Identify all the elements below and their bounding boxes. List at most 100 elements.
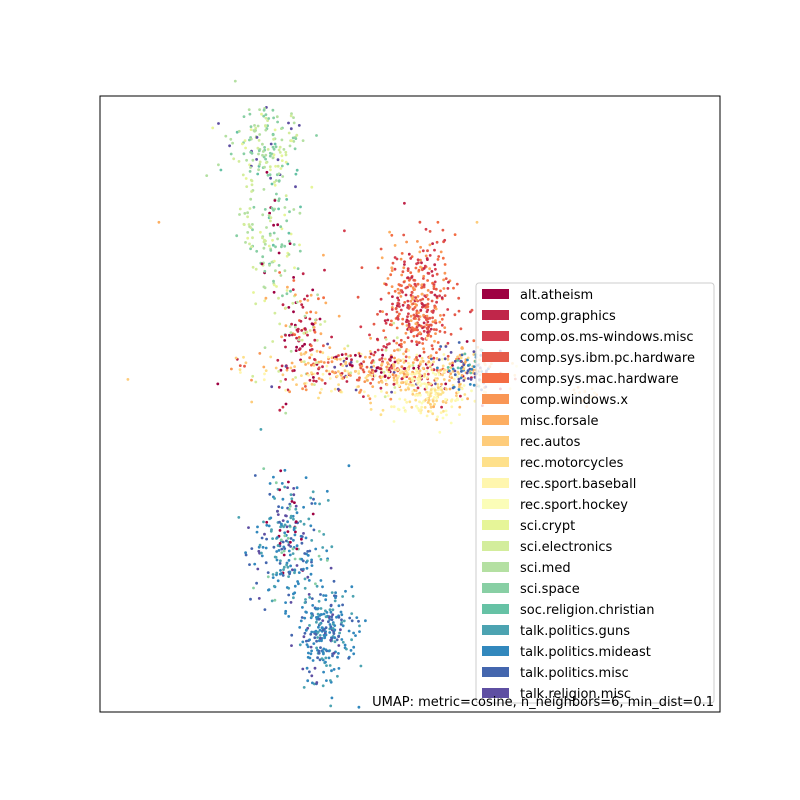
scatter-point [295,336,298,340]
scatter-point [370,365,373,369]
scatter-point [320,378,324,382]
scatter-point [362,370,366,374]
scatter-point [448,362,452,366]
legend-swatch [482,373,509,383]
scatter-point [428,267,432,271]
scatter-point [449,332,453,336]
scatter-point [402,280,406,284]
legend-label: alt.atheism [520,288,593,303]
scatter-point [302,522,306,526]
scatter-point [309,496,313,500]
scatter-point [385,368,389,372]
scatter-point [280,364,284,368]
scatter-point [436,258,440,261]
scatter-point [285,219,289,223]
scatter-point [386,318,390,322]
scatter-point [406,276,410,279]
scatter-point [321,365,324,369]
scatter-point [280,482,284,485]
scatter-point [403,367,407,370]
scatter-point [415,309,419,313]
scatter-point [466,397,469,401]
scatter-point [284,514,287,517]
legend-label: comp.sys.ibm.pc.hardware [520,351,695,366]
scatter-point [422,374,426,378]
scatter-point [469,310,472,314]
scatter-point [321,684,325,688]
scatter-point [291,514,295,518]
scatter-point [306,550,310,553]
scatter-point [305,330,309,334]
scatter-point [262,108,266,112]
scatter-point [350,619,354,623]
scatter-point [446,308,450,311]
scatter-point [313,636,317,640]
scatter-point [429,354,433,358]
scatter-point [280,551,284,554]
scatter-point [270,599,274,603]
scatter-point [252,291,255,294]
scatter-point [415,303,418,307]
scatter-point [284,612,287,615]
legend-label: comp.graphics [520,309,616,324]
scatter-point [282,553,286,557]
scatter-point [398,312,401,316]
scatter-point [157,220,161,224]
scatter-point [305,643,309,646]
scatter-point [281,519,285,522]
scatter-point [384,338,388,341]
scatter-point [333,599,337,603]
scatter-point [288,144,292,148]
scatter-point [333,365,337,369]
scatter-point [470,367,474,371]
scatter-point [415,371,419,375]
scatter-point [406,367,410,371]
scatter-point [244,553,248,557]
scatter-point [285,539,288,543]
scatter-point [344,589,347,593]
scatter-point [429,403,432,406]
scatter-point [325,549,329,553]
scatter-point [350,358,353,362]
scatter-point [264,157,267,161]
scatter-point [340,613,344,617]
scatter-point [385,383,389,387]
scatter-point [448,387,452,391]
scatter-point [337,652,340,655]
legend-swatch [482,478,509,488]
scatter-point [359,664,363,668]
scatter-point [284,160,288,164]
scatter-point [414,394,417,397]
scatter-point [469,378,473,381]
scatter-point [462,379,466,382]
scatter-point [320,657,324,660]
legend-swatch [482,520,509,530]
scatter-point [303,631,307,635]
scatter-point [265,523,269,527]
scatter-point [415,353,419,357]
scatter-point [257,149,261,153]
scatter-point [349,371,353,375]
scatter-point [245,158,249,162]
scatter-point [261,236,264,240]
scatter-point [324,660,327,664]
scatter-point [406,315,409,318]
scatter-point [303,586,307,590]
scatter-point [265,226,268,229]
scatter-point [284,402,288,406]
scatter-point [313,358,316,361]
scatter-point [401,303,405,307]
scatter-point [294,507,298,511]
scatter-point [338,631,341,635]
scatter-point [318,391,322,395]
scatter-point [267,117,271,120]
scatter-point [315,646,318,650]
scatter-point [330,360,334,364]
scatter-point [304,385,307,388]
scatter-point [400,381,403,385]
scatter-point [390,285,394,288]
scatter-point [434,267,437,271]
scatter-point [314,311,318,314]
scatter-point [440,382,443,386]
scatter-point [417,268,421,272]
